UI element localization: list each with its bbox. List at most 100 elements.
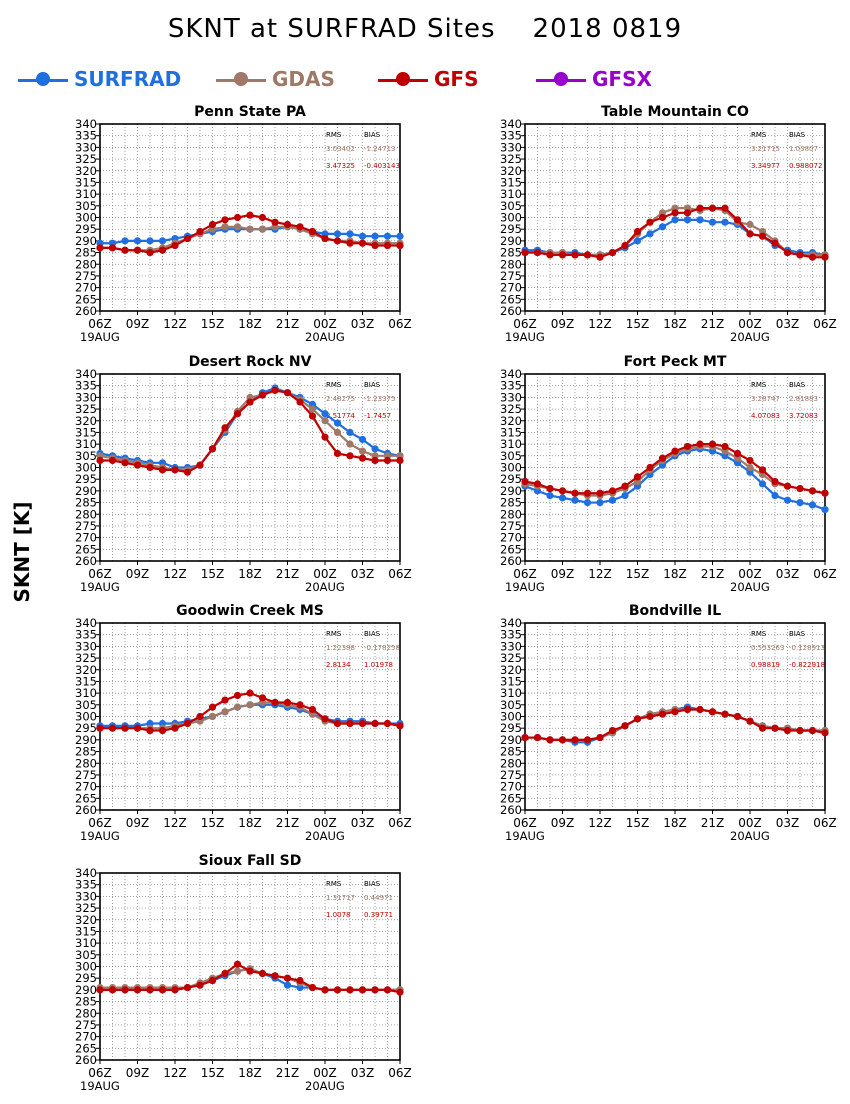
y-tick-label: 330 [75, 390, 97, 404]
data-point-surfrad [683, 216, 692, 224]
data-point-gfs [321, 986, 329, 994]
data-point-surfrad [383, 232, 392, 240]
data-point-gfs [683, 705, 692, 714]
data-point-gfs [146, 986, 154, 994]
data-point-gfs [121, 459, 129, 467]
stats-bias-value: 3.72083 [789, 412, 818, 420]
data-point-gfs [283, 698, 292, 707]
y-tick-label: 295 [75, 472, 97, 486]
data-point-gdas [233, 967, 242, 975]
y-tick-label: 280 [75, 257, 97, 271]
data-point-gfs [158, 246, 167, 254]
data-point-surfrad [358, 435, 367, 444]
data-point-gfs [221, 216, 229, 224]
x-tick-label: 06Z [513, 567, 537, 581]
data-point-gfs [271, 218, 279, 226]
data-point-surfrad [371, 232, 379, 240]
data-point-gdas [233, 223, 242, 231]
x-tick-label: 06Z [388, 1066, 412, 1080]
y-tick-label: 275 [500, 768, 522, 782]
data-point-gfs [221, 696, 229, 704]
y-tick-label: 315 [500, 425, 522, 439]
y-tick-label: 325 [75, 152, 97, 166]
data-point-gfs [821, 253, 829, 261]
data-point-gdas [246, 225, 254, 233]
data-point-gfs [621, 482, 629, 490]
data-point-gfs [296, 398, 304, 406]
x-tick-label: 00Z [313, 1066, 337, 1080]
data-point-surfrad [821, 505, 829, 514]
data-point-gfs [383, 456, 392, 465]
data-point-gfs [196, 227, 204, 236]
data-point-surfrad [646, 230, 654, 238]
data-point-gfs [371, 986, 379, 994]
stats-header-bias: BIAS [789, 381, 806, 389]
y-tick-label: 330 [500, 639, 522, 653]
data-point-gfs [283, 220, 292, 229]
y-tick-label: 295 [500, 222, 522, 236]
y-tick-label: 340 [75, 616, 97, 630]
data-point-gfs [346, 452, 354, 460]
y-tick-label: 300 [500, 710, 522, 724]
x-date-label: 20AUG [305, 1079, 345, 1093]
data-point-gfs [183, 719, 192, 728]
legend-label-gfsx: GFSX [592, 67, 652, 91]
data-point-surfrad [346, 230, 354, 238]
y-tick-label: 300 [75, 710, 97, 724]
panel-title: Table Mountain CO [601, 104, 749, 120]
panel-goodwin-creek-ms: Goodwin Creek MS 260265270275280285290295… [75, 603, 412, 843]
data-point-gfs [646, 712, 654, 721]
stats-bias-value: -0.822918 [789, 661, 825, 669]
data-point-gfs [633, 715, 642, 723]
x-tick-label: 06Z [388, 816, 412, 830]
x-tick-label: 21Z [276, 1066, 300, 1080]
stats-rms-value: 2.8134 [326, 661, 351, 669]
panel-title: Goodwin Creek MS [176, 603, 324, 619]
y-tick-label: 285 [75, 246, 97, 260]
data-point-gfs [108, 986, 117, 994]
data-point-gfs [583, 489, 592, 497]
x-tick-label: 18Z [663, 317, 687, 331]
data-point-gfs [308, 227, 317, 236]
y-tick-label: 325 [75, 402, 97, 416]
x-tick-label: 06Z [813, 317, 837, 331]
data-point-gfs [696, 705, 704, 714]
data-point-gfs [246, 967, 254, 975]
stats-bias-value: 0.39771 [364, 911, 393, 919]
data-point-gfs [608, 726, 617, 735]
data-point-gdas [746, 463, 754, 472]
y-tick-label: 270 [75, 780, 97, 794]
x-tick-label: 12Z [163, 1066, 187, 1080]
y-tick-label: 265 [75, 791, 97, 805]
data-point-gfs [683, 209, 692, 217]
data-point-gfs [246, 398, 254, 406]
data-point-surfrad [721, 218, 729, 226]
y-tick-label: 310 [500, 437, 522, 451]
stats-header-bias: BIAS [364, 630, 381, 638]
stats-header-rms: RMS [326, 131, 342, 139]
y-tick-label: 335 [75, 129, 97, 143]
panel-sioux-fall-sd: Sioux Fall SD 260265270275280285290295300… [75, 853, 412, 1093]
y-tick-label: 305 [75, 698, 97, 712]
x-tick-label: 09Z [551, 317, 575, 331]
data-point-gfs [583, 251, 592, 259]
x-tick-label: 15Z [201, 1066, 225, 1080]
x-tick-label: 06Z [813, 567, 837, 581]
y-tick-label: 280 [75, 1006, 97, 1020]
data-point-gfs [746, 717, 754, 725]
x-tick-label: 18Z [663, 816, 687, 830]
y-tick-label: 290 [75, 983, 97, 997]
x-tick-label: 18Z [238, 1066, 262, 1080]
y-tick-label: 295 [500, 721, 522, 735]
data-point-gfs [358, 454, 367, 462]
y-tick-label: 275 [500, 269, 522, 283]
x-tick-label: 03Z [351, 816, 375, 830]
data-point-gfs [121, 724, 129, 732]
x-tick-label: 15Z [201, 816, 225, 830]
stats-bias-value: 1.01978 [364, 661, 393, 669]
y-tick-label: 280 [500, 756, 522, 770]
data-point-gdas [208, 712, 217, 721]
x-tick-label: 03Z [776, 816, 800, 830]
stats-header-rms: RMS [326, 630, 342, 638]
data-point-gfs [258, 213, 267, 222]
